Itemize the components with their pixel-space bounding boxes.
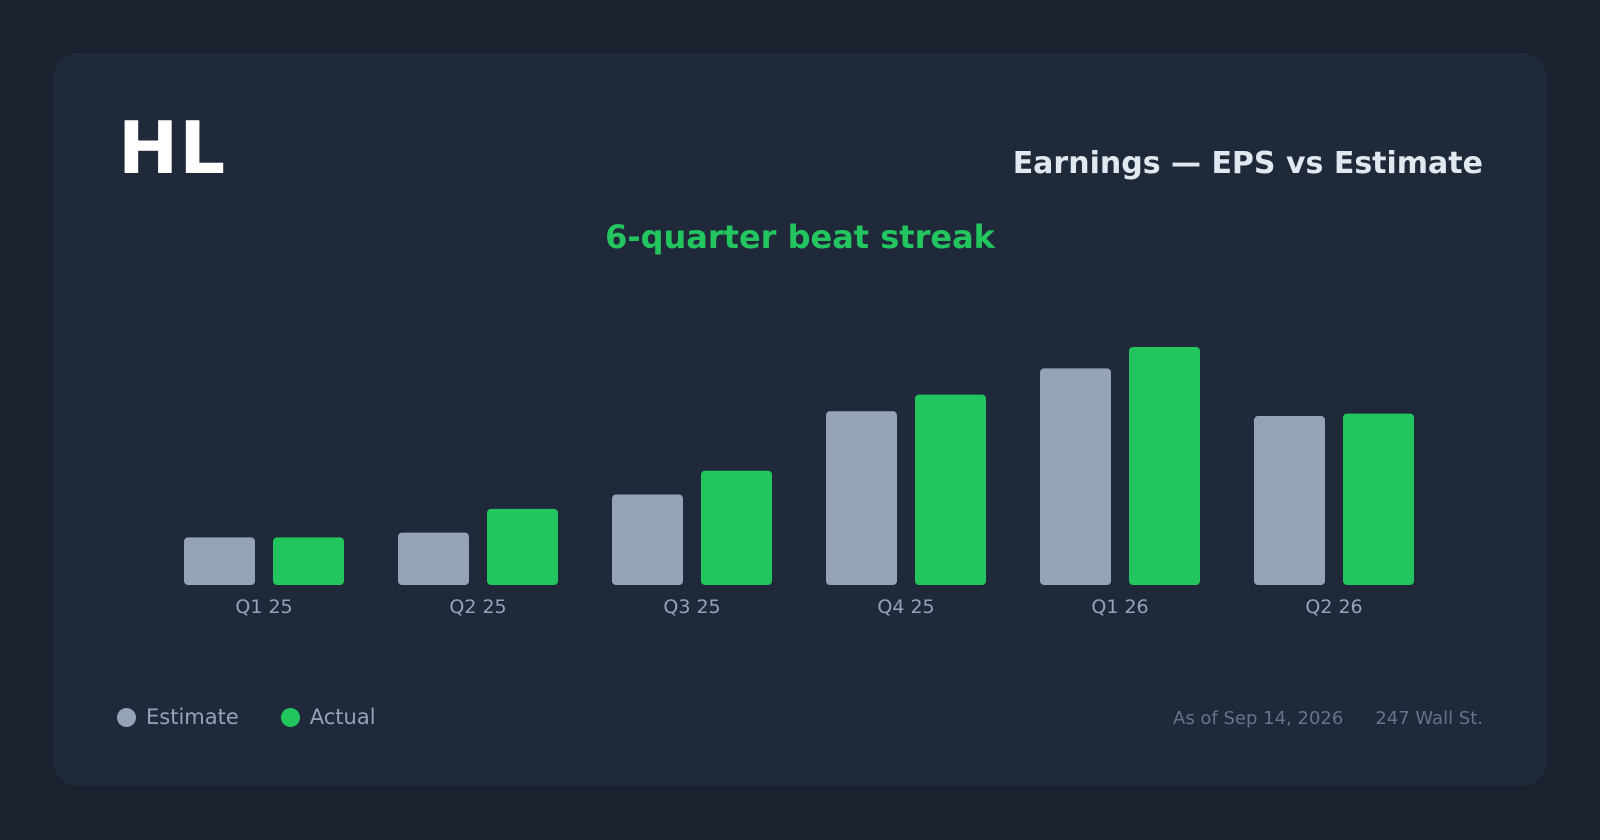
as-of-date: As of Sep 14, 2026: [1173, 708, 1344, 729]
legend-swatch-actual: [280, 707, 300, 727]
x-tick-label: Q1 26: [1091, 596, 1148, 618]
chart-legend: Estimate Actual: [117, 705, 418, 729]
x-tick-label: Q2 26: [1305, 596, 1362, 618]
legend-item-actual: Actual: [280, 705, 376, 729]
bar-estimate-q3-25: [612, 494, 683, 585]
legend-label-actual: Actual: [309, 705, 376, 729]
chart-title: Earnings — EPS vs Estimate: [1012, 146, 1483, 181]
bar-actual-q2-25: [487, 508, 558, 585]
bar-actual-q1-25: [273, 537, 344, 585]
chart-footer: As of Sep 14, 2026 247 Wall St.: [1173, 708, 1483, 729]
legend-swatch-estimate: [117, 707, 136, 727]
legend-label-estimate: Estimate: [146, 705, 239, 729]
bar-estimate-q1-25: [184, 537, 255, 585]
bar-actual-q4-25: [915, 394, 986, 585]
x-tick-label: Q1 25: [235, 596, 292, 618]
bar-estimate-q2-25: [398, 532, 469, 585]
ticker-symbol: HL: [118, 106, 227, 190]
bar-actual-q1-26: [1129, 347, 1200, 585]
bar-actual-q3-25: [701, 470, 772, 585]
source-label: 247 Wall St.: [1375, 708, 1483, 729]
chart-subtitle: 6-quarter beat streak: [605, 218, 995, 256]
x-tick-label: Q3 25: [663, 596, 720, 618]
x-tick-label: Q2 25: [449, 596, 506, 618]
x-tick-label: Q4 25: [877, 596, 934, 618]
legend-item-estimate: Estimate: [117, 705, 239, 729]
bar-estimate-q4-25: [826, 411, 897, 585]
bar-estimate-q1-26: [1040, 368, 1111, 585]
bar-estimate-q2-26: [1254, 416, 1325, 585]
bar-actual-q2-26: [1343, 413, 1414, 585]
